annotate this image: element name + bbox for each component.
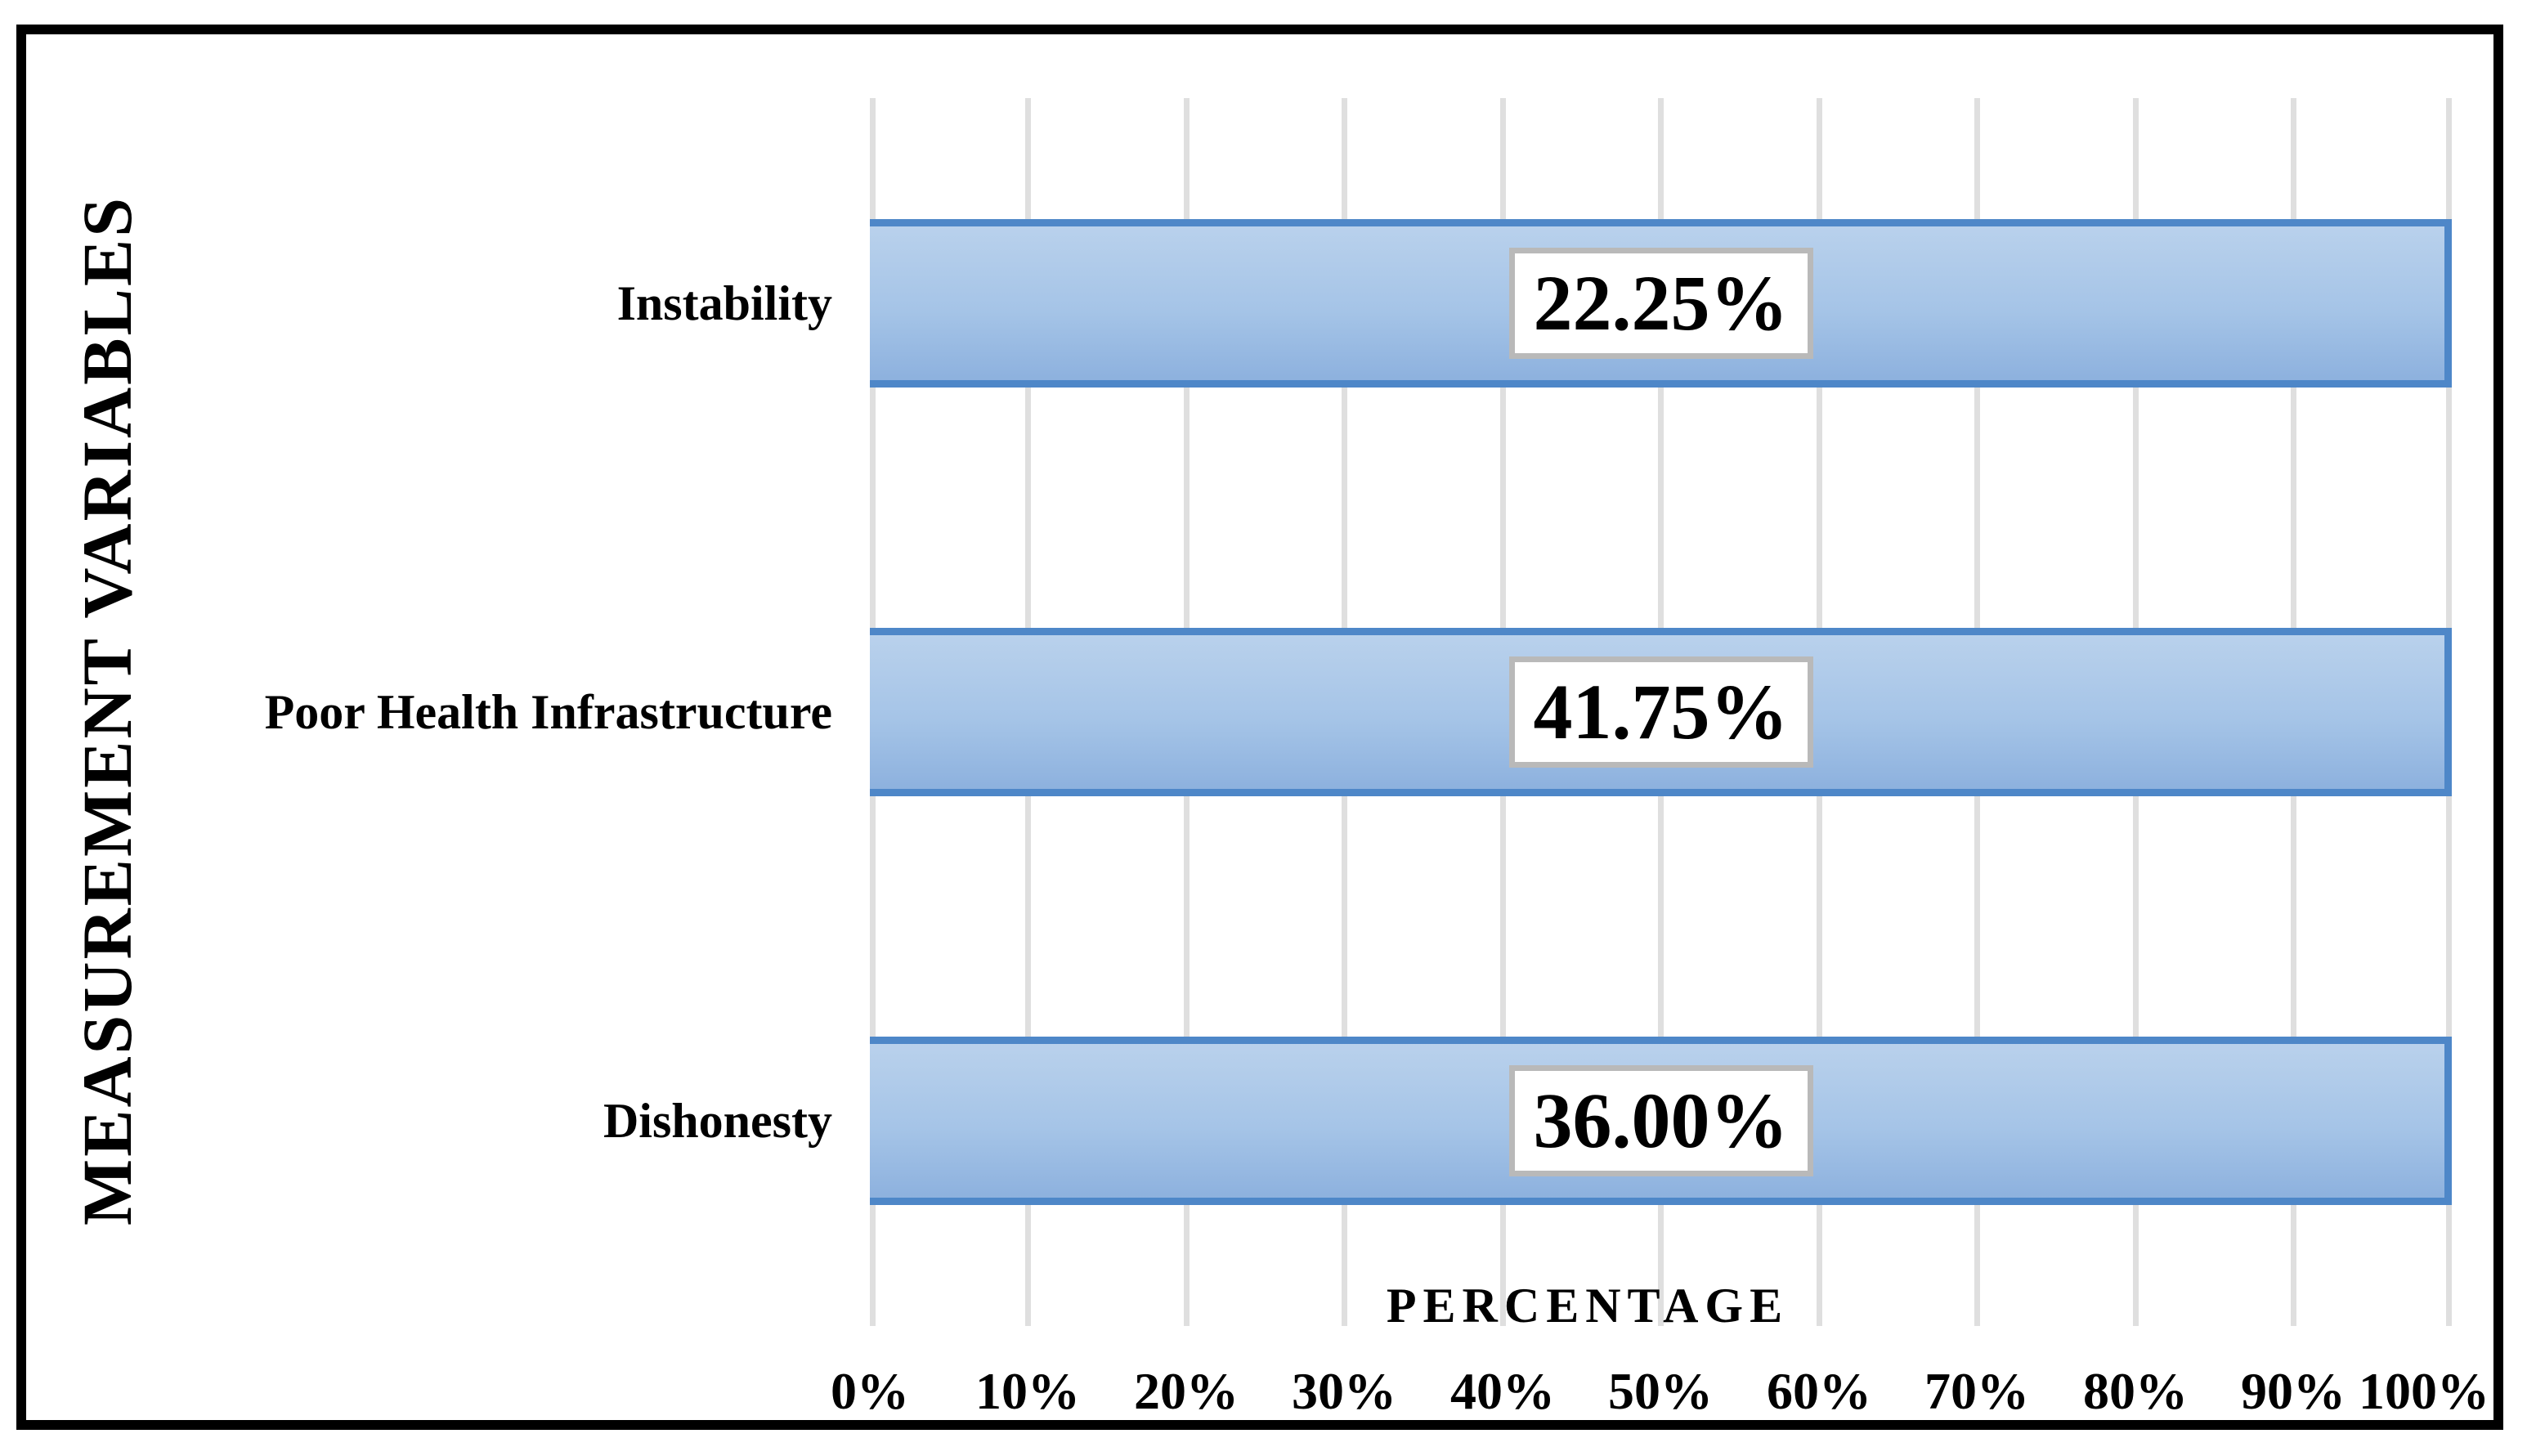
value-label-instability: 22.25% bbox=[1533, 259, 1789, 347]
x-tick-100pct: 100% bbox=[2359, 1362, 2489, 1420]
category-label-instability: Instability bbox=[616, 276, 832, 330]
x-tick-80pct: 80% bbox=[2083, 1362, 2188, 1420]
x-tick-30pct: 30% bbox=[1292, 1362, 1396, 1420]
x-tick-50pct: 50% bbox=[1608, 1362, 1713, 1420]
plot-area: 22.25% 41.75% 36.00% bbox=[870, 98, 2452, 1326]
value-label-box-instability: 22.25% bbox=[1508, 248, 1813, 359]
chart-border-frame bbox=[16, 25, 2503, 1430]
value-label-box-dishonesty: 36.00% bbox=[1508, 1065, 1813, 1176]
x-axis-title: PERCENTAGE bbox=[1386, 1279, 1790, 1333]
value-label-dishonesty: 36.00% bbox=[1533, 1077, 1789, 1164]
x-tick-10pct: 10% bbox=[975, 1362, 1080, 1420]
x-tick-0pct: 0% bbox=[831, 1362, 909, 1420]
category-label-poor-health-infrastructure: Poor Health Infrastructure bbox=[264, 685, 832, 739]
category-label-dishonesty: Dishonesty bbox=[603, 1094, 832, 1148]
x-tick-40pct: 40% bbox=[1450, 1362, 1555, 1420]
value-label-box-poor-health-infrastructure: 41.75% bbox=[1508, 656, 1813, 768]
x-tick-90pct: 90% bbox=[2241, 1362, 2346, 1420]
value-label-poor-health-infrastructure: 41.75% bbox=[1533, 668, 1789, 755]
x-tick-70pct: 70% bbox=[1924, 1362, 2029, 1420]
x-tick-20pct: 20% bbox=[1134, 1362, 1239, 1420]
x-tick-60pct: 60% bbox=[1767, 1362, 1871, 1420]
